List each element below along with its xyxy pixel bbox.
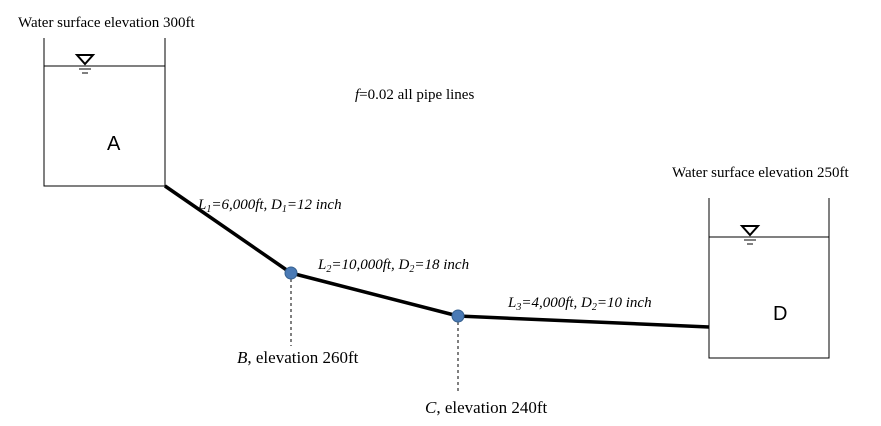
reservoir-a-name: A: [107, 133, 121, 155]
reservoir-d-name: D: [773, 303, 787, 325]
label-part: L: [317, 257, 326, 273]
junction-b-label: B, elevation 260ft: [237, 348, 359, 367]
reservoir-d-tank: [708, 198, 830, 359]
junction-name: C: [425, 398, 437, 417]
label-part: =6,000ft, D: [211, 197, 282, 213]
junction-elevation: , elevation 260ft: [247, 348, 358, 367]
reservoir-a-elevation: Water surface elevation 300ft: [18, 15, 195, 31]
friction-symbol: f: [355, 87, 361, 103]
junction-elevation: , elevation 240ft: [436, 398, 547, 417]
junction-c: [451, 309, 465, 323]
reservoir-d-elevation: Water surface elevation 250ft: [672, 165, 849, 181]
label-sub: 1: [282, 204, 287, 215]
junction-b: [284, 266, 298, 280]
junction-c-label: C, elevation 240ft: [425, 398, 548, 417]
junction-name: B: [237, 348, 248, 367]
label-sub: 2: [326, 264, 331, 275]
pipe-line: [164, 184, 710, 329]
pipe-1-label: L1=6,000ft, D1=12 inch: [197, 197, 342, 215]
label-part: =18 inch: [414, 257, 469, 273]
reservoir-a-tank: [43, 38, 166, 187]
pipe-2-label: L2=10,000ft, D2=18 inch: [317, 257, 469, 275]
label-part: =10,000ft, D: [331, 257, 409, 273]
label-part: =10 inch: [597, 295, 652, 311]
friction-note: f=0.02 all pipe lines: [355, 87, 474, 103]
label-part: L: [507, 295, 516, 311]
label-sub: 3: [515, 302, 521, 313]
label-sub: 2: [592, 302, 597, 313]
label-part: =12 inch: [287, 197, 342, 213]
label-sub: 1: [206, 204, 211, 215]
label-part: L: [197, 197, 206, 213]
friction-text: =0.02 all pipe lines: [359, 87, 474, 103]
label-sub: 2: [409, 264, 414, 275]
pipe-3-label: L3=4,000ft, D2=10 inch: [507, 295, 652, 313]
label-part: =4,000ft, D: [521, 295, 592, 311]
water-level-symbol: [74, 54, 96, 66]
water-level-symbol: [739, 225, 761, 237]
